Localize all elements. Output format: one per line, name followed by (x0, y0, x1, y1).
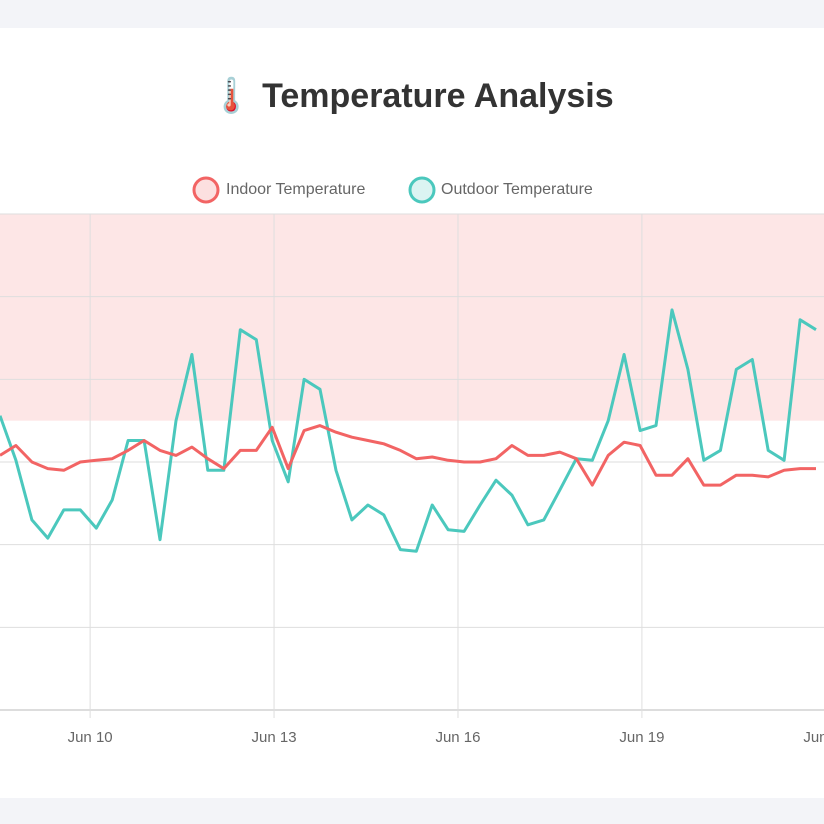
legend-marker (192, 176, 220, 204)
x-tick-label: Jun 22 (803, 729, 824, 746)
x-tick-label: Jun 13 (252, 729, 297, 746)
legend-marker (408, 176, 436, 204)
chart-title: 🌡️ Temperature Analysis (210, 76, 613, 115)
line (0, 308, 817, 553)
legend-label: Indoor Temperature (226, 181, 365, 198)
line (0, 424, 816, 487)
x-tick-label: Jun 10 (68, 729, 113, 746)
highlight-band (0, 214, 824, 421)
legend-label: Outdoor Temperature (441, 181, 593, 198)
x-tick-label: Jun 16 (435, 729, 480, 746)
x-tick-label: Jun 19 (619, 729, 664, 746)
